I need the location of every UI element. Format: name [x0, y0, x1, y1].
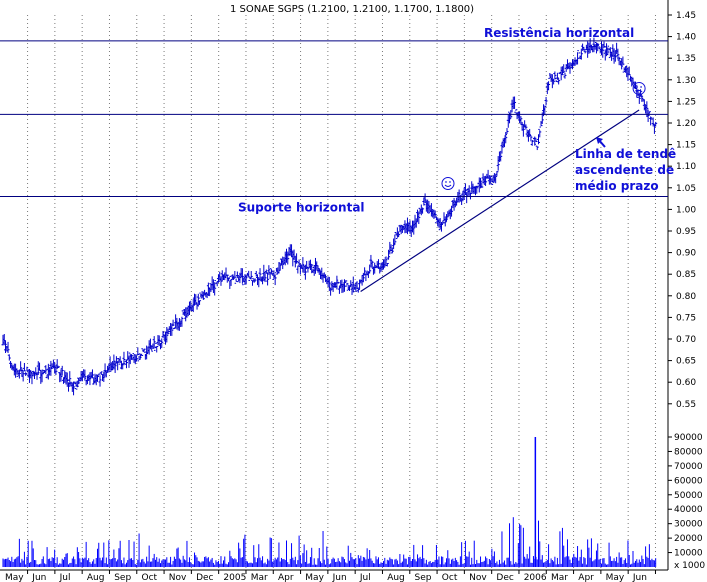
- price-tick-label: 0.55: [676, 400, 696, 410]
- smiley-sad-icon: [632, 81, 646, 95]
- trendline: [360, 109, 640, 292]
- month-label: Sep: [114, 573, 131, 582]
- month-label: May: [606, 573, 625, 582]
- month-label: Oct: [142, 573, 158, 582]
- month-label: Mar: [251, 573, 268, 582]
- volume-tick-label: 50000: [674, 491, 703, 501]
- price-bars: [1, 37, 658, 396]
- price-tick-label: 1.15: [676, 141, 696, 151]
- month-label: Jun: [632, 573, 647, 582]
- x-axis: May Jun Jul Aug Sep Oct Nov Dec 2005 Mar Apr May Jun…: [0, 569, 668, 582]
- month-label: Aug: [87, 573, 105, 582]
- annotations: Resistência horizontal Suporte horizontal…: [238, 26, 676, 215]
- smiley-mouth: [444, 184, 452, 187]
- price-tick-label: 1.45: [676, 11, 696, 21]
- volume-tick-label: 60000: [674, 476, 703, 486]
- month-label: 2006: [524, 573, 547, 582]
- month-label: Apr: [578, 573, 594, 582]
- smiley-mouth: [635, 89, 643, 93]
- price-tick-label: 0.75: [676, 313, 696, 323]
- volume-tick-label: 90000: [674, 433, 703, 443]
- trendline-label: ascendente de: [575, 163, 674, 177]
- price-tick-label: 1.20: [676, 119, 696, 129]
- month-label: May: [305, 573, 324, 582]
- volume-tick-label: 40000: [674, 505, 703, 515]
- month-label: Nov: [469, 573, 487, 582]
- trendline-label: médio prazo: [575, 179, 659, 193]
- month-label: Mar: [551, 573, 568, 582]
- price-tick-label: 1.10: [676, 162, 696, 172]
- price-tick-label: 1.40: [676, 33, 696, 43]
- smiley-eye: [445, 181, 447, 183]
- month-label: Nov: [169, 573, 187, 582]
- price-tick-label: 1.00: [676, 205, 696, 215]
- smiley-eye: [640, 86, 642, 88]
- support-label: Suporte horizontal: [238, 200, 365, 214]
- smiley-happy-icon: [441, 176, 455, 190]
- month-label: Apr: [278, 573, 294, 582]
- price-tick-label: 1.25: [676, 97, 696, 107]
- price-tick-label: 1.05: [676, 184, 696, 194]
- price-tick-label: 1.30: [676, 76, 696, 86]
- month-label: Jun: [31, 573, 46, 582]
- month-label: Jul: [359, 573, 371, 582]
- smiley-face: [441, 176, 455, 190]
- month-label: Jul: [59, 573, 71, 582]
- smiley-eye: [636, 86, 638, 88]
- price-tick-label: 0.90: [676, 249, 696, 259]
- resistance-label: Resistência horizontal: [484, 26, 634, 40]
- volume-tick-label: 70000: [674, 462, 703, 472]
- month-label: Oct: [442, 573, 458, 582]
- smiley-eye: [449, 181, 451, 183]
- price-tick-label: 0.60: [676, 378, 696, 388]
- grid-lines: [27, 0, 669, 570]
- trendline-arrow-head: [596, 137, 603, 144]
- month-label: Sep: [415, 573, 432, 582]
- volume-bars: [2, 437, 657, 567]
- volume-tick-label: 80000: [674, 447, 703, 457]
- month-label: Dec: [196, 573, 213, 582]
- month-label: May: [5, 573, 24, 582]
- month-label: 2005: [223, 573, 246, 582]
- month-label: Jun: [332, 573, 347, 582]
- price-tick-label: 0.85: [676, 270, 696, 280]
- y-axis: 1.45 1.40 1.35 1.30 1.25 1.20 1.15 1.10 1.05 1.00…: [668, 11, 705, 571]
- trendline-label: Linha de tendê: [575, 147, 676, 161]
- price-tick-label: 0.70: [676, 335, 696, 345]
- month-label: Aug: [387, 573, 405, 582]
- volume-tick-label: 20000: [674, 534, 703, 544]
- support-resistance-lines: [0, 40, 668, 292]
- chart-title: 1 SONAE SGPS (1.2100, 1.2100, 1.1700, 1.…: [230, 4, 474, 15]
- volume-tick-label: 10000: [674, 549, 703, 559]
- volume-tick-label: 30000: [674, 520, 703, 530]
- price-tick-label: 1.35: [676, 54, 696, 64]
- smiley-face: [632, 81, 646, 95]
- month-label: Dec: [496, 573, 513, 582]
- price-tick-label: 0.80: [676, 292, 696, 302]
- price-tick-label: 0.65: [676, 357, 696, 367]
- price-tick-label: 0.95: [676, 227, 696, 237]
- volume-unit-label: x 1000: [674, 561, 705, 571]
